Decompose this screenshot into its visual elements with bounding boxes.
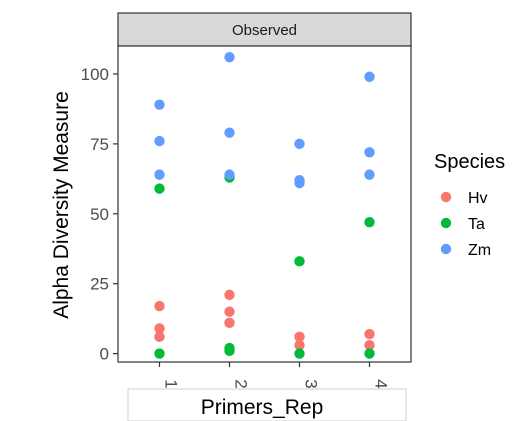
point-zm-1 [154,99,165,110]
facet-label: Observed [232,22,297,39]
point-zm-2 [224,51,235,63]
y-axis: 0 25 50 75 100 [81,65,118,364]
point-zm-4 [364,169,375,180]
point-zm-1 [154,169,165,180]
x-tick-label: 2 [232,379,251,388]
point-zm-3 [294,138,305,150]
point-zm-2 [224,127,235,138]
y-axis-title: Alpha Diversity Measure [50,91,73,319]
point-hv-1 [154,331,165,343]
point-zm-1 [154,135,165,147]
legend: Species Hv Ta Zm [434,151,505,259]
point-hv-3 [294,340,305,351]
point-hv-4 [364,340,375,351]
point-zm-2 [224,169,235,180]
legend-label-zm: Zm [468,242,491,259]
plot-panel [117,45,412,363]
point-hv-2 [224,306,235,317]
x-tick-label: 1 [162,379,181,388]
point-hv-3 [294,331,305,343]
legend-title: Species [434,151,505,173]
point-zm-4 [364,147,375,158]
y-tick-label: 100 [81,65,109,84]
point-ta-1 [154,183,165,194]
legend-key-hv [440,191,452,203]
point-hv-2 [224,317,235,329]
y-tick-label: 75 [90,135,109,154]
legend-label-ta: Ta [468,216,485,233]
y-tick-label: 0 [100,345,109,364]
x-tick-label: 4 [372,379,391,388]
point-ta-4 [364,348,375,359]
legend-key-ta [440,217,452,229]
legend-key-zm [440,243,452,255]
point-ta-3 [294,348,305,359]
point-zm-4 [364,71,375,82]
x-axis-title-box [127,388,407,421]
point-hv-1 [154,300,165,312]
x-axis: 1 2 3 4 [158,362,391,389]
point-hv-2 [224,289,235,301]
point-ta-1 [154,348,165,359]
point-zm-3 [294,177,305,189]
y-tick-label: 25 [90,275,109,294]
point-hv-4 [364,328,375,340]
x-axis-title: Primers_Rep [201,396,324,419]
point-ta-4 [364,216,375,228]
y-tick-label: 50 [90,205,109,224]
point-hv-1 [154,323,165,334]
point-ta-2 [224,345,235,357]
point-ta-3 [294,256,305,267]
legend-label-hv: Hv [468,190,488,207]
x-tick-label: 3 [302,379,321,388]
data-points [154,51,375,359]
facet-strip [117,12,412,47]
